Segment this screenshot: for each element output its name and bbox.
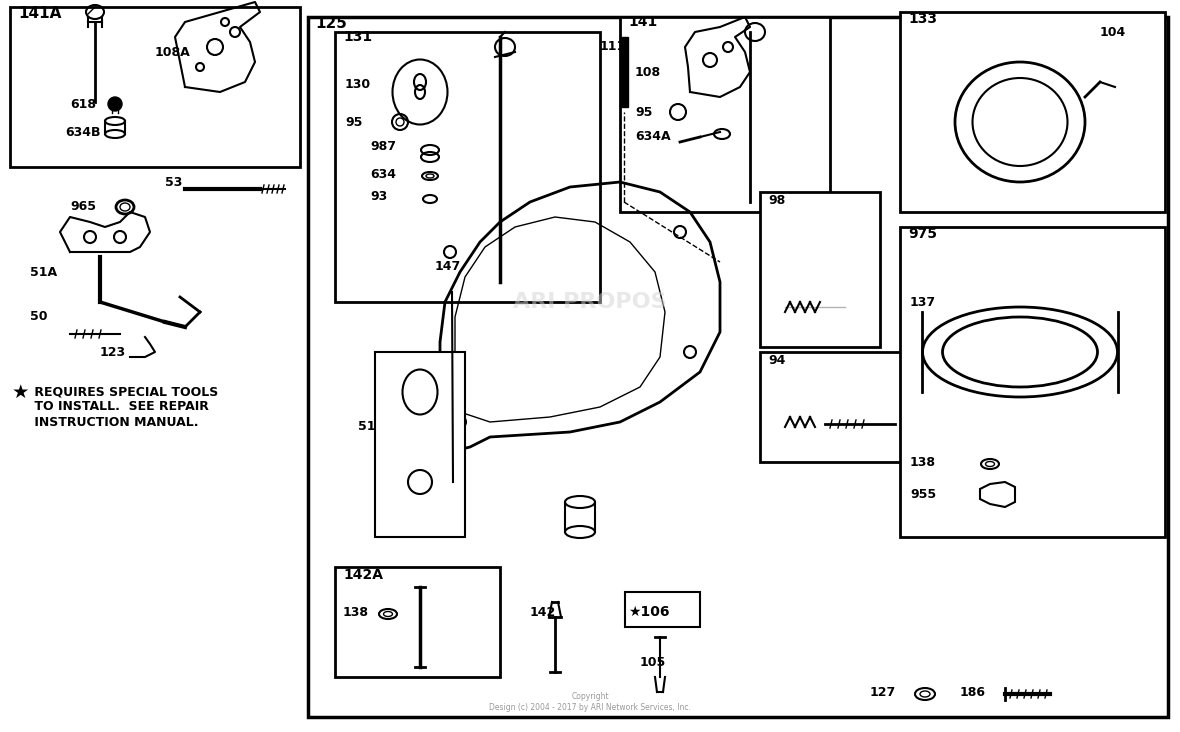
Text: 955: 955	[910, 488, 936, 501]
Text: 975: 975	[907, 227, 937, 241]
Text: INSTRUCTION MANUAL.: INSTRUCTION MANUAL.	[30, 416, 198, 428]
Text: ★: ★	[12, 383, 30, 401]
Text: 131: 131	[343, 30, 372, 44]
Text: 130: 130	[345, 78, 372, 91]
Text: 50: 50	[30, 310, 47, 324]
Text: 93: 93	[371, 190, 387, 203]
Text: 618: 618	[70, 97, 96, 111]
Bar	[625, 592, 700, 627]
Bar	[9, 7, 300, 167]
Text: REQUIRES SPECIAL TOOLS: REQUIRES SPECIAL TOOLS	[30, 386, 218, 398]
Text: 138: 138	[910, 455, 936, 468]
Text: 133: 133	[907, 12, 937, 26]
Text: 141: 141	[628, 15, 657, 29]
Text: 95: 95	[345, 116, 362, 129]
Text: ★106: ★106	[628, 605, 669, 619]
Text: 53: 53	[165, 176, 183, 189]
Text: 634B: 634B	[65, 125, 100, 138]
Bar	[900, 12, 1165, 212]
Bar	[620, 37, 628, 107]
Bar	[375, 352, 465, 537]
Text: 51: 51	[358, 420, 375, 433]
Bar	[760, 192, 880, 347]
Text: 137: 137	[910, 296, 936, 308]
Text: 108A: 108A	[155, 45, 191, 59]
Text: 95: 95	[635, 105, 653, 119]
Text: 634: 634	[371, 168, 396, 181]
Text: 141A: 141A	[18, 7, 61, 21]
Bar	[335, 32, 599, 302]
Text: 965: 965	[70, 201, 96, 214]
Bar	[620, 17, 830, 212]
Text: 186: 186	[961, 685, 986, 698]
Text: 138: 138	[343, 605, 369, 619]
Text: 108: 108	[635, 65, 661, 78]
Bar	[335, 567, 500, 677]
Text: 987: 987	[371, 141, 396, 154]
Text: 634A: 634A	[635, 130, 670, 143]
Text: 142A: 142A	[343, 568, 384, 582]
Text: 142: 142	[530, 605, 556, 619]
Text: 94: 94	[768, 354, 786, 367]
Text: 51A: 51A	[30, 266, 57, 278]
Text: 127: 127	[870, 685, 897, 698]
Text: ARI PROPOS: ARI PROPOS	[513, 292, 667, 312]
Text: 98: 98	[768, 193, 785, 206]
Text: 123: 123	[100, 346, 126, 359]
Text: 104: 104	[1100, 26, 1126, 39]
Text: 147: 147	[435, 261, 461, 274]
Text: 111: 111	[599, 40, 627, 53]
Text: Copyright
Design (c) 2004 - 2017 by ARI Network Services, Inc.: Copyright Design (c) 2004 - 2017 by ARI …	[489, 692, 691, 712]
Circle shape	[109, 97, 122, 111]
Bar	[900, 227, 1165, 537]
Text: TO INSTALL.  SEE REPAIR: TO INSTALL. SEE REPAIR	[30, 400, 209, 414]
Bar	[760, 352, 910, 462]
Bar	[308, 17, 1168, 717]
Text: 105: 105	[640, 655, 667, 668]
Text: 125: 125	[315, 17, 347, 31]
